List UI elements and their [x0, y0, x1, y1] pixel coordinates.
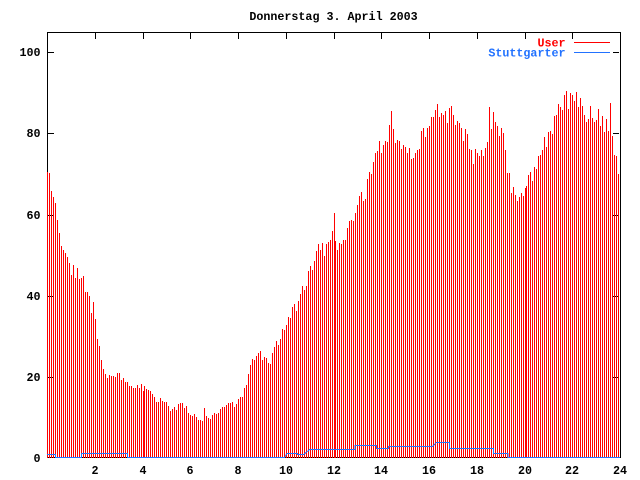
- svg-text:20: 20: [518, 464, 532, 478]
- svg-text:4: 4: [139, 464, 146, 478]
- svg-text:Donnerstag 3. April 2003: Donnerstag 3. April 2003: [249, 10, 417, 24]
- svg-text:22: 22: [565, 464, 579, 478]
- svg-text:80: 80: [26, 127, 40, 141]
- svg-text:0: 0: [33, 452, 40, 466]
- svg-text:100: 100: [19, 46, 40, 60]
- svg-text:Stuttgarter: Stuttgarter: [488, 47, 565, 61]
- svg-text:8: 8: [234, 464, 241, 478]
- svg-text:12: 12: [327, 464, 341, 478]
- svg-text:24: 24: [613, 464, 627, 478]
- svg-text:18: 18: [470, 464, 484, 478]
- svg-text:16: 16: [422, 464, 436, 478]
- svg-text:2: 2: [91, 464, 98, 478]
- svg-text:40: 40: [26, 290, 40, 304]
- svg-text:14: 14: [374, 464, 388, 478]
- svg-text:6: 6: [186, 464, 193, 478]
- svg-text:User: User: [537, 37, 565, 51]
- svg-text:10: 10: [279, 464, 293, 478]
- svg-text:20: 20: [26, 371, 40, 385]
- svg-text:60: 60: [26, 209, 40, 223]
